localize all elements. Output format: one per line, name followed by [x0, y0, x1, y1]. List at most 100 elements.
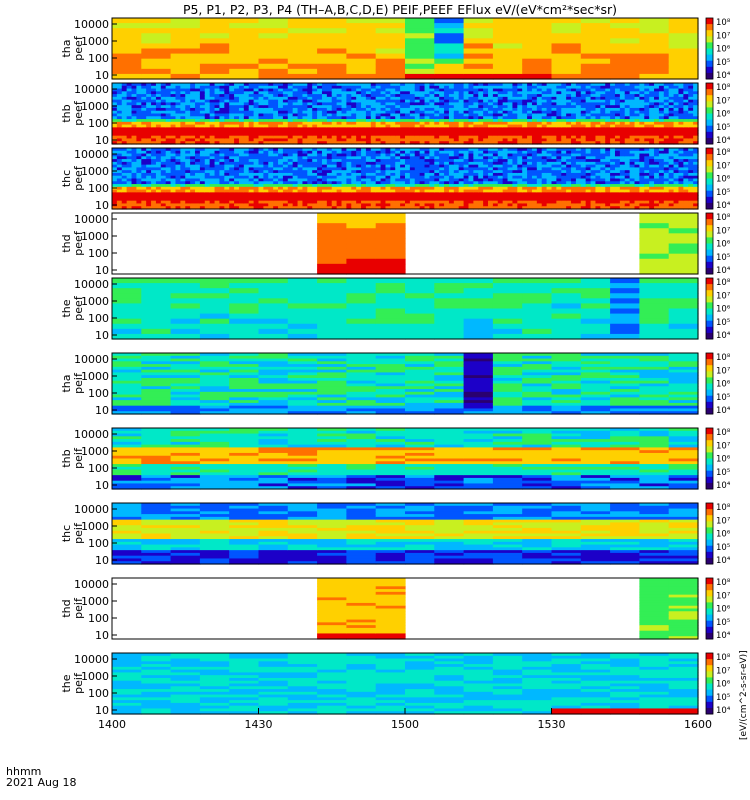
- spectrogram-cell: [556, 132, 562, 137]
- spectrogram-cell: [439, 138, 445, 142]
- spectrogram-cell: [541, 195, 548, 199]
- spectrogram-cell: [390, 102, 396, 106]
- spectrogram-cell: [302, 96, 308, 101]
- spectrogram-cell: [234, 186, 240, 191]
- colorbar-swatch: [706, 56, 713, 59]
- spectrogram-cell: [551, 164, 557, 169]
- spectrogram-cell: [307, 150, 313, 155]
- spectrogram-cell: [287, 192, 294, 196]
- spectrogram-cell: [170, 124, 177, 128]
- spectrogram-cell: [278, 156, 284, 160]
- spectrogram-cell: [234, 181, 240, 185]
- spectrogram-cell: [473, 83, 479, 87]
- spectrogram-cell: [131, 159, 138, 163]
- spectrogram-cell: [683, 119, 689, 123]
- spectrogram-cell: [610, 28, 640, 34]
- y-tick-label: 10000: [74, 18, 109, 31]
- spectrogram-cell: [346, 130, 352, 134]
- spectrogram-cell: [234, 83, 240, 87]
- spectrogram-cell: [214, 127, 221, 131]
- spectrogram-cell: [199, 116, 206, 120]
- spectrogram-cell: [683, 130, 689, 134]
- spectrogram-cell: [175, 116, 181, 120]
- spectrogram-cell: [527, 203, 533, 207]
- spectrogram-cell: [175, 178, 181, 182]
- spectrogram-cell: [219, 119, 225, 123]
- spectrogram-cell: [297, 110, 304, 115]
- spectrogram-cell: [112, 132, 118, 137]
- spectrogram-cell: [253, 178, 260, 182]
- spectrogram-cell: [234, 85, 240, 90]
- spectrogram-cell: [424, 130, 431, 134]
- spectrogram-cell: [195, 161, 201, 166]
- spectrogram-cell: [507, 124, 514, 128]
- spectrogram-cell: [688, 121, 694, 126]
- spectrogram-cell: [370, 203, 377, 207]
- spectrogram-cell: [444, 156, 450, 160]
- colorbar-swatch: [706, 128, 713, 131]
- spectrogram-cell: [375, 189, 382, 193]
- spectrogram-cell: [517, 150, 523, 155]
- spectrogram-cell: [229, 164, 235, 169]
- spectrogram-cell: [546, 170, 553, 174]
- spectrogram-cell: [273, 124, 279, 128]
- spectrogram-cell: [468, 181, 474, 185]
- spectrogram-cell: [190, 132, 196, 137]
- spectrogram-cell: [170, 119, 177, 123]
- spectrogram-cell: [463, 186, 470, 191]
- colorbar-swatch: [706, 116, 713, 119]
- spectrogram-cell: [453, 150, 460, 155]
- spectrogram-cell: [448, 94, 455, 98]
- spectrogram-cell: [522, 48, 553, 55]
- spectrogram-cell: [585, 130, 592, 134]
- spectrogram-cell: [170, 130, 177, 134]
- spectrogram-cell: [146, 156, 152, 160]
- spectrogram-cell: [341, 132, 347, 137]
- spectrogram-cell: [346, 206, 352, 210]
- spectrogram-cell: [522, 33, 553, 39]
- spectrogram-cell: [439, 121, 445, 126]
- spectrogram-cell: [429, 192, 435, 196]
- spectrogram-cell: [346, 184, 352, 188]
- spectrogram-cell: [370, 184, 377, 188]
- spectrogram-cell: [209, 94, 216, 98]
- colorbar-swatch: [706, 66, 713, 69]
- spectrogram-cell: [219, 116, 225, 120]
- spectrogram-cell: [321, 107, 328, 112]
- spectrogram-cell: [199, 192, 206, 196]
- spectrogram-cell: [683, 138, 689, 142]
- spectrogram-cell: [112, 96, 118, 101]
- spectrogram-cell: [634, 130, 640, 134]
- spectrogram-cell: [263, 178, 269, 182]
- spectrogram-cell: [214, 138, 221, 142]
- spectrogram-cell: [395, 88, 401, 92]
- spectrogram-cell: [619, 83, 626, 87]
- spectrogram-cell: [204, 206, 211, 210]
- spectrogram-cell: [614, 113, 621, 117]
- spectrogram-cell: [531, 206, 538, 210]
- spectrogram-cell: [512, 164, 518, 169]
- spectrogram-cell: [551, 18, 582, 24]
- spectrogram-cell: [414, 130, 421, 134]
- spectrogram-cell: [639, 105, 645, 109]
- spectrogram-cell: [292, 119, 299, 123]
- spectrogram-cell: [527, 200, 533, 205]
- spectrogram-cell: [434, 116, 440, 120]
- spectrogram-cell: [238, 156, 245, 160]
- spectrogram-cell: [390, 161, 396, 166]
- spectrogram-cell: [331, 105, 338, 109]
- spectrogram-cell: [126, 124, 133, 128]
- colorbar-swatch: [706, 110, 713, 113]
- spectrogram-cell: [375, 156, 382, 160]
- spectrogram-cell: [541, 184, 548, 188]
- spectrogram-cell: [219, 138, 225, 142]
- spectrogram-cell: [478, 189, 484, 193]
- spectrogram-cell: [434, 88, 440, 92]
- spectrogram-cell: [492, 135, 499, 140]
- spectrogram-cell: [488, 189, 494, 193]
- spectrogram-cell: [112, 197, 118, 202]
- spectrogram-cell: [400, 94, 406, 98]
- spectrogram-cell: [644, 124, 650, 128]
- spectrogram-cell: [238, 116, 245, 120]
- spectrogram-cell: [116, 96, 123, 101]
